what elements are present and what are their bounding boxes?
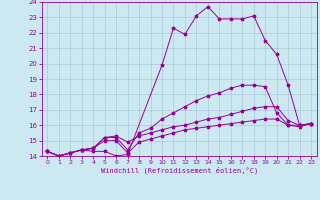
X-axis label: Windchill (Refroidissement éolien,°C): Windchill (Refroidissement éolien,°C) [100, 167, 258, 174]
